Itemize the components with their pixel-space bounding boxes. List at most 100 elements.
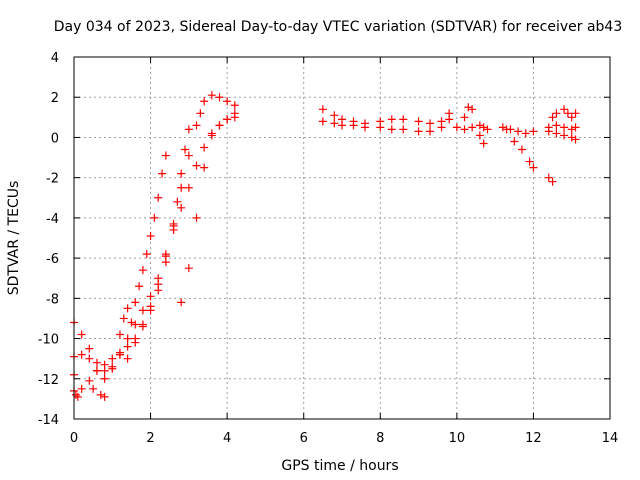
data-point: [146, 302, 155, 311]
data-point: [184, 264, 193, 273]
data-point: [548, 177, 557, 186]
series-track-g: [318, 115, 454, 136]
data-point: [138, 306, 147, 315]
data-point: [479, 139, 488, 148]
data-point: [376, 123, 385, 132]
data-point: [177, 203, 186, 212]
data-point: [108, 354, 117, 363]
data-point: [100, 374, 109, 383]
data-point: [207, 91, 216, 100]
data-point: [154, 193, 163, 202]
data-point: [161, 151, 170, 160]
x-tick-label: 14: [602, 431, 619, 446]
data-point: [177, 169, 186, 178]
data-point: [464, 103, 473, 112]
data-point: [119, 314, 128, 323]
data-point: [230, 101, 239, 110]
data-point: [521, 129, 530, 138]
data-point: [123, 334, 132, 343]
data-point: [552, 121, 561, 130]
data-point: [567, 125, 576, 134]
data-point: [475, 121, 484, 130]
y-tick-label: 2: [51, 91, 59, 106]
data-point: [318, 117, 327, 126]
y-tick-label: -10: [38, 333, 59, 348]
data-point: [483, 125, 492, 134]
data-point: [192, 161, 201, 170]
data-point: [115, 330, 124, 339]
data-point: [123, 304, 132, 313]
y-tick-label: 0: [51, 131, 59, 146]
data-point: [475, 131, 484, 140]
data-point: [115, 348, 124, 357]
data-point: [468, 123, 477, 132]
chart-title: Day 034 of 2023, Sidereal Day-to-day VTE…: [54, 19, 623, 35]
data-point: [479, 123, 488, 132]
data-point: [146, 292, 155, 301]
data-point: [184, 183, 193, 192]
data-point: [544, 173, 553, 182]
y-tick-label: -2: [46, 172, 59, 187]
data-point: [399, 125, 408, 134]
data-point: [330, 119, 339, 128]
data-point: [77, 330, 86, 339]
data-point: [89, 384, 98, 393]
plot-frame: [73, 56, 611, 420]
data-point: [223, 115, 232, 124]
data-point: [230, 109, 239, 118]
grid-lines: [74, 57, 610, 419]
x-tick-label: 12: [525, 431, 542, 446]
data-point: [517, 145, 526, 154]
data-point: [525, 157, 534, 166]
data-point: [100, 392, 109, 401]
x-axis-label: GPS time / hours: [281, 458, 398, 474]
y-tick-label: -4: [46, 212, 59, 227]
data-point: [544, 127, 553, 136]
series-track-l: [544, 121, 580, 186]
data-point: [138, 266, 147, 275]
data-point: [414, 127, 423, 136]
data-point: [414, 117, 423, 126]
data-point: [154, 280, 163, 289]
data-point: [560, 105, 569, 114]
x-tick-label: 8: [376, 431, 384, 446]
series-track-i: [460, 103, 538, 172]
y-tick-label: -12: [38, 373, 59, 388]
data-point: [92, 358, 101, 367]
data-point: [571, 109, 580, 118]
data-point: [399, 115, 408, 124]
data-point: [387, 125, 396, 134]
data-point: [445, 115, 454, 124]
data-point: [184, 151, 193, 160]
data-point: [552, 109, 561, 118]
data-point: [146, 231, 155, 240]
series-track-c: [70, 125, 193, 393]
data-point: [73, 392, 82, 401]
data-point: [552, 129, 561, 138]
data-point: [123, 342, 132, 351]
data-point: [77, 350, 86, 359]
x-tick-label: 4: [223, 431, 231, 446]
data-point: [161, 252, 170, 261]
series-track-e: [70, 109, 239, 401]
y-tick-label: -14: [38, 413, 59, 428]
data-point: [338, 121, 346, 130]
data-point: [200, 97, 209, 106]
data-point: [567, 113, 576, 122]
x-tick-labels: 0 2 4 6 8 10 12 14: [70, 431, 618, 446]
data-point: [560, 131, 569, 140]
data-point: [529, 127, 538, 136]
data-point: [123, 354, 132, 363]
data-point: [426, 119, 435, 128]
data-point: [468, 105, 477, 114]
data-point: [502, 125, 511, 134]
y-tick-label: 4: [51, 51, 59, 66]
data-point: [85, 354, 94, 363]
data-point: [571, 123, 580, 132]
series-track-j: [544, 105, 580, 132]
data-point: [426, 127, 435, 136]
data-point: [207, 131, 216, 140]
data-point: [108, 364, 117, 373]
data-point: [215, 93, 224, 102]
